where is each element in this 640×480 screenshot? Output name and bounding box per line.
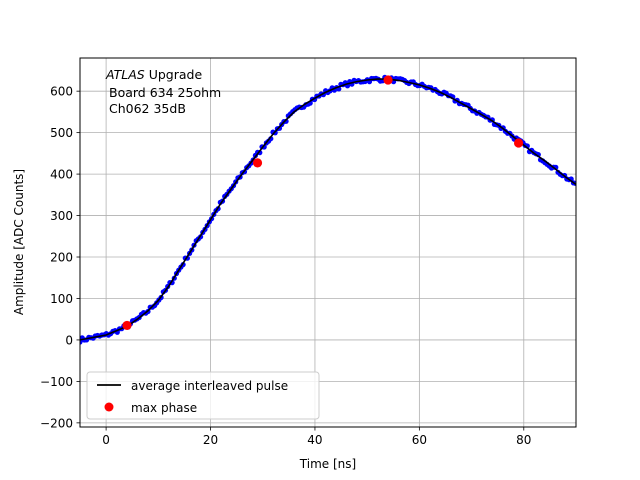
plot-frame [79,57,577,428]
x-tick-label: 80 [516,433,531,447]
max-phase-point [122,320,132,331]
legend: average interleaved pulse max phase [86,371,320,420]
legend-label-average: average interleaved pulse [131,379,288,393]
y-tick-label: 100 [50,292,73,306]
svg-text:ATLAS Upgrade: ATLAS Upgrade [105,67,202,82]
max-phase-point [513,138,524,148]
y-tick-label: −100 [40,375,73,389]
y-tick-label: 400 [50,168,73,182]
legend-frame [86,371,320,420]
y-tick-label: 600 [50,85,73,99]
y-tick-label: 500 [50,126,73,140]
legend-label-max-phase: max phase [131,401,197,415]
annotation-atlas: ATLAS [105,67,145,82]
max-phase-point [252,158,263,168]
annotation-board: Board 634 25ohm [109,85,221,100]
annotation-box: ATLAS Upgrade Board 634 25ohm Ch062 35dB [105,67,221,116]
annotation-upgrade: Upgrade [145,67,203,82]
x-axis-label: Time [ns] [299,457,356,471]
annotation-channel: Ch062 35dB [109,101,186,116]
x-tick-label: 40 [307,433,322,447]
sample-point [276,125,283,131]
x-tick-label: 20 [203,433,218,447]
y-tick-label: 0 [65,333,73,347]
x-tick-label: 0 [102,433,110,447]
average-pulse-line [80,78,576,341]
plot-data [80,74,576,345]
legend-marker-max-phase [104,402,114,412]
max-phase-point [383,75,393,85]
axis-ticks: 0 20 40 60 80 −200 −100 0 100 200 300 400 500 600 [40,85,531,447]
y-tick-label: 300 [50,209,73,223]
x-tick-label: 60 [412,433,427,447]
y-axis-label: Amplitude [ADC Counts] [12,169,26,315]
y-tick-label: 200 [50,251,73,265]
y-tick-label: −200 [40,416,73,430]
